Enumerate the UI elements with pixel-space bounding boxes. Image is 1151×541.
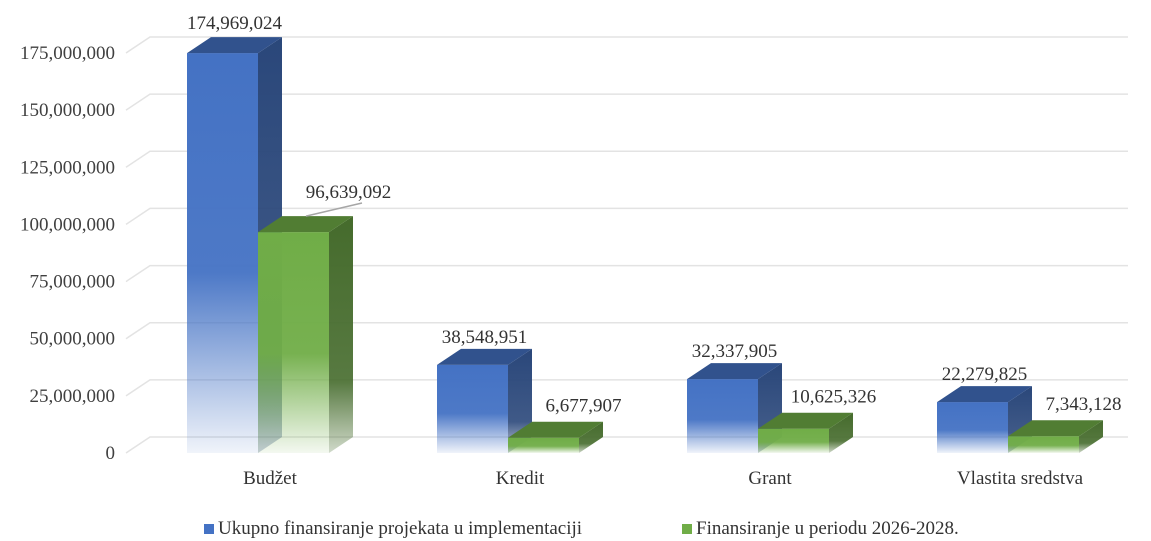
- bar-front: [687, 379, 758, 453]
- gridline: [125, 93, 1128, 111]
- gridline: [125, 264, 1128, 283]
- bar-side: [829, 412, 853, 453]
- legend: Ukupno finansiranje projekata u implemen…: [0, 518, 1151, 540]
- bar-period-3: [1008, 420, 1103, 453]
- bar-period-1: [508, 421, 603, 453]
- data-label: 38,548,951: [442, 327, 528, 348]
- y-tick-label: 125,000,000: [20, 157, 115, 178]
- bar-top: [508, 421, 603, 438]
- y-tick-label: 175,000,000: [20, 43, 115, 64]
- x-tick-label: Budžet: [243, 468, 298, 489]
- data-label: 32,337,905: [692, 341, 778, 362]
- data-label: 7,343,128: [1046, 394, 1122, 415]
- leader-line: [305, 202, 363, 217]
- bar-top: [258, 216, 353, 233]
- bar-top: [937, 386, 1032, 403]
- data-label: 22,279,825: [942, 364, 1028, 385]
- legend-item-series-2: Finansiranje u periodu 2026-2028.: [682, 518, 959, 540]
- gridline: [125, 321, 1128, 340]
- bar-front: [758, 428, 829, 453]
- bar-side: [579, 421, 603, 453]
- gridline: [125, 150, 1128, 168]
- legend-label-series-1: Ukupno finansiranje projekata u implemen…: [218, 518, 583, 539]
- bar-front: [258, 232, 329, 453]
- legend-item-series-1: Ukupno finansiranje projekata u implemen…: [204, 518, 582, 540]
- data-label: 6,677,907: [546, 396, 622, 417]
- gridline: [125, 379, 1128, 397]
- bar-side: [329, 216, 353, 453]
- x-tick-label: Vlastita sredstva: [957, 468, 1084, 489]
- y-tick-label: 50,000,000: [30, 329, 116, 350]
- gridline: [125, 36, 1128, 54]
- y-tick-label: 25,000,000: [30, 386, 116, 407]
- bar-top: [437, 348, 532, 365]
- bar-period-2: [758, 412, 853, 453]
- legend-swatch-series-1: [204, 524, 214, 534]
- bar-top: [1008, 420, 1103, 437]
- data-label: 96,639,092: [306, 182, 392, 203]
- data-label: 10,625,326: [791, 387, 877, 408]
- legend-label-series-2: Finansiranje u periodu 2026-2028.: [696, 518, 959, 539]
- bar-period-0: [258, 216, 353, 453]
- bar-front: [1008, 436, 1079, 453]
- bar-top: [187, 37, 282, 54]
- y-tick-label: 150,000,000: [20, 100, 115, 121]
- bar-top: [687, 363, 782, 380]
- bar-front: [937, 402, 1008, 453]
- y-tick-label: 100,000,000: [20, 214, 115, 235]
- bar-front: [508, 437, 579, 453]
- bar-total-1: [437, 348, 532, 453]
- legend-swatch-series-2: [682, 524, 692, 534]
- bar-front: [187, 53, 258, 453]
- y-tick-label: 75,000,000: [30, 272, 116, 293]
- y-tick-label: 0: [106, 443, 116, 464]
- data-label: 174,969,024: [187, 13, 283, 34]
- x-tick-label: Grant: [748, 468, 792, 489]
- bar-front: [437, 364, 508, 453]
- bar-side: [1079, 420, 1103, 453]
- x-tick-label: Kredit: [496, 468, 545, 489]
- bar-total-0: [187, 37, 282, 453]
- bar-top: [758, 412, 853, 429]
- gridline: [125, 207, 1128, 226]
